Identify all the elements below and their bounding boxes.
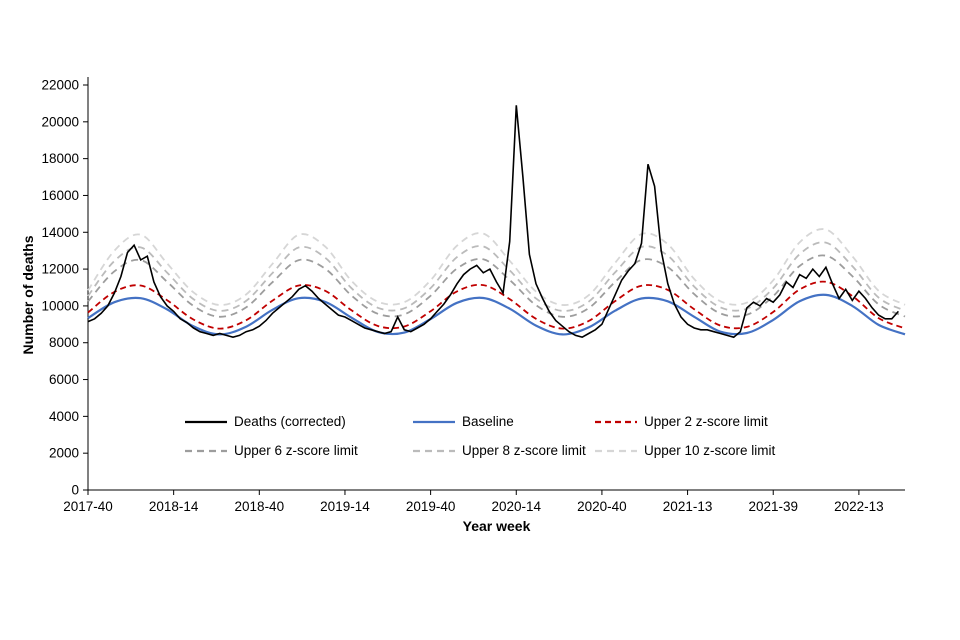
legend-row: Upper 6 z-score limit Upper 8 z-score lim…	[185, 443, 825, 458]
legend-label: Upper 8 z-score limit	[462, 443, 586, 458]
legend-label: Upper 2 z-score limit	[644, 414, 768, 429]
legend-item-upper-6-z-score-limit: Upper 6 z-score limit	[185, 443, 413, 458]
legend-label: Deaths (corrected)	[234, 414, 346, 429]
y-tick-label: 22000	[41, 78, 79, 93]
x-tick-label: 2020-14	[491, 499, 541, 514]
x-tick-label: 2020-40	[577, 499, 627, 514]
x-axis-title: Year week	[462, 518, 531, 534]
legend-label: Baseline	[462, 414, 514, 429]
legend-item-deaths-corrected-: Deaths (corrected)	[185, 414, 413, 429]
y-tick-label: 18000	[41, 151, 79, 166]
x-tick-label: 2018-14	[149, 499, 199, 514]
y-tick-label: 16000	[41, 188, 79, 203]
series-upper-10-z-score-limit	[87, 228, 906, 306]
y-tick-label: 0	[71, 483, 79, 498]
series-deaths-corrected	[87, 105, 899, 339]
legend-line-sample	[185, 449, 227, 452]
y-axis-title: Number of deaths	[20, 235, 36, 355]
legend-row: Deaths (corrected) Baseline Upper 2 z-scor…	[185, 414, 825, 429]
legend-line-sample	[413, 449, 455, 452]
y-tick-label: 2000	[49, 446, 79, 461]
legend-item-upper-2-z-score-limit: Upper 2 z-score limit	[595, 414, 825, 429]
legend-line-sample	[413, 420, 455, 423]
x-tick-label: 2019-40	[406, 499, 456, 514]
x-tick-label: 2021-13	[663, 499, 713, 514]
y-tick-label: 10000	[41, 298, 79, 313]
legend-item-baseline: Baseline	[413, 414, 595, 429]
legend-item-upper-8-z-score-limit: Upper 8 z-score limit	[413, 443, 595, 458]
x-tick-label: 2019-14	[320, 499, 370, 514]
legend: Deaths (corrected) Baseline Upper 2 z-scor…	[185, 414, 825, 458]
legend-line-sample	[595, 449, 637, 452]
legend-label: Upper 10 z-score limit	[644, 443, 776, 458]
x-tick-label: 2022-13	[834, 499, 884, 514]
series-upper-8-z-score-limit	[87, 241, 906, 312]
x-tick-label: 2017-40	[63, 499, 113, 514]
legend-line-sample	[595, 420, 637, 423]
legend-line-sample	[185, 420, 227, 423]
legend-item-upper-10-z-score-limit: Upper 10 z-score limit	[595, 443, 825, 458]
y-tick-label: 12000	[41, 262, 79, 277]
y-tick-label: 4000	[49, 409, 79, 424]
y-tick-label: 8000	[49, 335, 79, 350]
series-upper-2-z-score-limit	[87, 280, 906, 330]
y-tick-label: 6000	[49, 372, 79, 387]
x-tick-label: 2021-39	[748, 499, 798, 514]
series-upper-6-z-score-limit	[87, 254, 906, 318]
y-tick-label: 20000	[41, 114, 79, 129]
x-tick-label: 2018-40	[235, 499, 285, 514]
y-tick-label: 14000	[41, 225, 79, 240]
legend-label: Upper 6 z-score limit	[234, 443, 358, 458]
